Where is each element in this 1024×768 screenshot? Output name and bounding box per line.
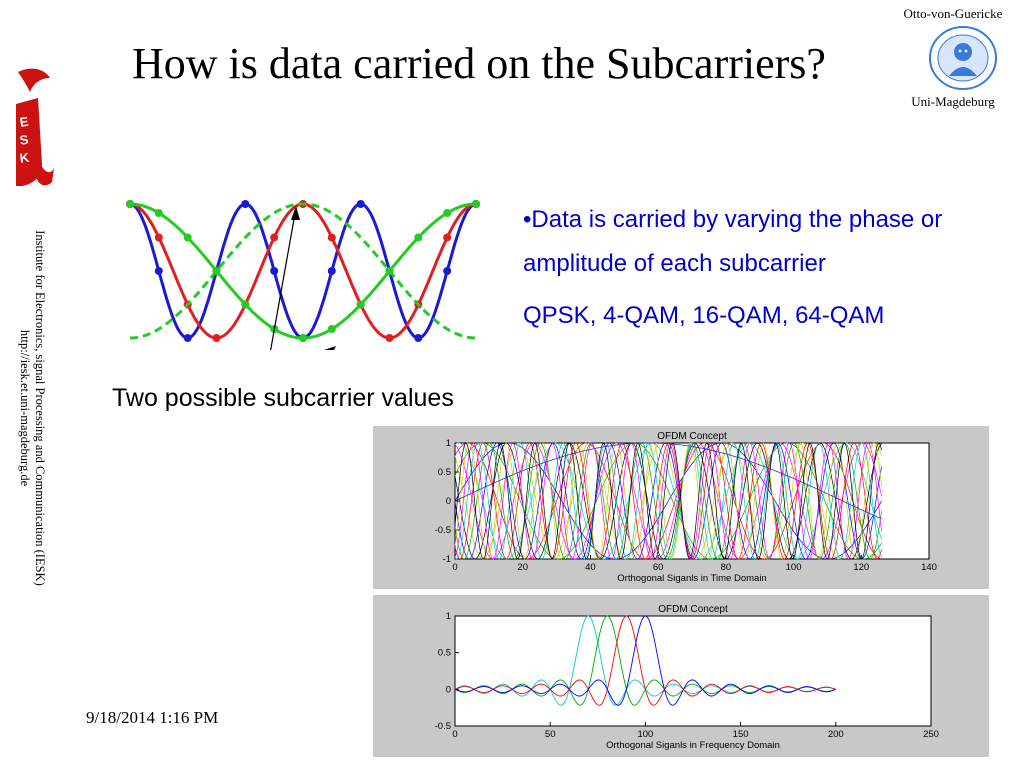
x-tick-label: 80 bbox=[721, 562, 732, 573]
subcarrier-wave-green-sample-point bbox=[183, 233, 192, 242]
time-domain-subcarrier-line bbox=[454, 442, 882, 560]
arrow-head-2 bbox=[324, 346, 336, 350]
y-tick-label: 0 bbox=[446, 684, 451, 695]
ofdm-frequency-domain-figure: OFDM Concept Orthogonal Siganls in Freque… bbox=[373, 595, 989, 757]
time-domain-subcarrier-line bbox=[454, 442, 882, 560]
x-tick-label: 60 bbox=[653, 562, 664, 573]
chart-title: OFDM Concept bbox=[658, 604, 728, 615]
university-name-top: Otto-von-Guericke bbox=[903, 6, 1003, 21]
subcarrier-wave-red-sample-point bbox=[385, 334, 394, 342]
plot-area bbox=[454, 615, 932, 727]
time-domain-subcarrier-line bbox=[454, 442, 882, 560]
x-tick-label: 20 bbox=[517, 562, 528, 573]
esk-logo-icon: E S K bbox=[16, 68, 54, 186]
y-tick-label: 0.5 bbox=[438, 467, 451, 478]
x-tick-label: 0 bbox=[452, 562, 457, 573]
y-tick-label: 0.5 bbox=[438, 648, 451, 659]
subcarrier-wave-green-sample-point bbox=[154, 209, 163, 217]
x-tick-label: 250 bbox=[923, 729, 939, 740]
x-tick-label: 100 bbox=[637, 729, 653, 740]
time-domain-subcarrier-line bbox=[454, 442, 882, 560]
subcarrier-wave-blue-sample-point bbox=[154, 267, 163, 275]
subcarrier-wave-green-dashed bbox=[130, 202, 476, 340]
subcarrier-wave-green-sample-point bbox=[299, 334, 307, 342]
time-domain-subcarrier-line bbox=[454, 442, 882, 560]
subcarrier-wave-green-sample-point bbox=[126, 200, 134, 208]
subcarrier-wave-green bbox=[130, 202, 476, 340]
x-axis-label: Orthogonal Siganls in Time Domain bbox=[617, 573, 766, 584]
subcarrier-wave-green-sample-point bbox=[241, 300, 250, 309]
svg-text:S: S bbox=[19, 132, 30, 148]
x-axis-label: Orthogonal Siganls in Frequency Domain bbox=[606, 740, 780, 751]
x-tick-label: 40 bbox=[585, 562, 596, 573]
subcarrier-caption: Two possible subcarrier values bbox=[112, 384, 454, 412]
x-tick-label: 0 bbox=[452, 729, 457, 740]
subcarrier-wave-green-sample-point bbox=[327, 325, 336, 333]
subcarrier-wave-blue-sample-point bbox=[327, 267, 336, 275]
institute-url[interactable]: http://iesk.et.uni-magdeburg.de bbox=[18, 329, 32, 487]
time-domain-subcarrier-line bbox=[454, 442, 882, 560]
y-tick-label: 0 bbox=[446, 496, 451, 507]
svg-text:E: E bbox=[19, 114, 30, 130]
subcarrier-wave-blue-sample-point bbox=[443, 267, 452, 275]
chart-title: OFDM Concept bbox=[657, 431, 727, 442]
svg-text:K: K bbox=[19, 150, 31, 166]
subcarrier-wave-blue-sample-point bbox=[270, 267, 279, 275]
subcarrier-wave-red-sample-point bbox=[212, 334, 221, 342]
subcarrier-wave-blue-sample-point bbox=[241, 200, 250, 208]
subcarrier-wave-green-sample-point bbox=[212, 267, 221, 275]
institute-sidebar-text: Institute for Electronics, signal Proces… bbox=[17, 198, 47, 618]
x-tick-label: 50 bbox=[545, 729, 556, 740]
subcarrier-wave-blue-sample-point bbox=[183, 334, 192, 342]
y-tick-label: 1 bbox=[446, 611, 451, 622]
subcarrier-wave-red-sample-point bbox=[270, 233, 279, 242]
x-tick-label: 150 bbox=[733, 729, 749, 740]
time-domain-subcarrier-line bbox=[454, 442, 882, 560]
x-tick-label: 140 bbox=[921, 562, 937, 573]
subcarrier-wave-red-sample-point bbox=[327, 233, 336, 242]
subcarrier-wave-green-sample-point bbox=[356, 300, 365, 309]
frequency-domain-sinc-line bbox=[454, 615, 836, 706]
slide-title: How is data carried on the Subcarriers? bbox=[132, 39, 826, 88]
subcarrier-wave-green-sample-point bbox=[385, 267, 394, 275]
subcarrier-wave-red-sample-point bbox=[443, 233, 452, 242]
arrow-line-1 bbox=[270, 207, 297, 350]
subcarrier-wave-blue bbox=[129, 202, 477, 340]
modulation-list: QPSK, 4-QAM, 16-QAM, 64-QAM bbox=[523, 302, 885, 329]
university-seal-icon bbox=[929, 26, 997, 90]
subcarrier-waves-diagram bbox=[126, 200, 480, 350]
y-tick-label: -0.5 bbox=[435, 721, 451, 732]
bullet-text: •Data is carried by varying the phase or… bbox=[523, 206, 943, 277]
y-tick-label: 1 bbox=[446, 438, 451, 449]
y-tick-label: -1 bbox=[443, 554, 451, 565]
time-domain-subcarrier-line bbox=[454, 442, 882, 560]
slide-date: 9/18/2014 1:16 PM bbox=[86, 708, 219, 727]
subcarrier-wave-blue-sample-point bbox=[356, 200, 365, 208]
y-tick-label: -0.5 bbox=[435, 525, 451, 536]
x-tick-label: 120 bbox=[853, 562, 869, 573]
subcarrier-wave-blue-sample-point bbox=[414, 334, 423, 342]
subcarrier-wave-green-sample-point bbox=[472, 200, 480, 208]
time-domain-subcarrier-line bbox=[454, 442, 882, 560]
subcarrier-wave-green-sample-point bbox=[414, 233, 423, 242]
time-domain-subcarrier-line bbox=[454, 442, 882, 560]
ofdm-frequency-domain-chart: OFDM Concept Orthogonal Siganls in Freque… bbox=[435, 604, 939, 751]
ofdm-time-domain-figure: OFDM Concept Orthogonal Siganls in Time D… bbox=[373, 426, 989, 589]
x-tick-label: 100 bbox=[786, 562, 802, 573]
subcarrier-wave-green-sample-point bbox=[443, 209, 452, 217]
frequency-domain-sinc-line bbox=[454, 615, 836, 706]
institute-name: Institute for Electronics, signal Proces… bbox=[33, 230, 47, 586]
ofdm-time-domain-chart: OFDM Concept Orthogonal Siganls in Time D… bbox=[435, 431, 937, 584]
time-domain-base-line bbox=[454, 442, 882, 520]
subcarrier-wave-red-sample-point bbox=[154, 233, 163, 242]
arrow-head-1 bbox=[291, 206, 300, 220]
subcarrier-wave-red bbox=[129, 202, 477, 340]
university-name-bottom: Uni-Magdeburg bbox=[911, 94, 995, 109]
x-tick-label: 200 bbox=[828, 729, 844, 740]
